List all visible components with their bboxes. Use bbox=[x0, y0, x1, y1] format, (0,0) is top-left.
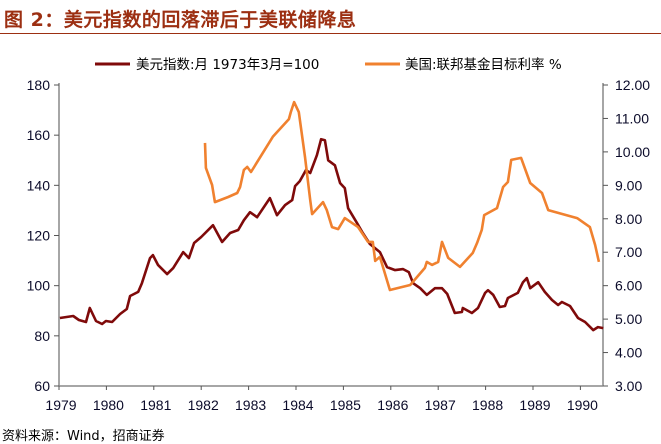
left-tick-label: 100 bbox=[27, 278, 51, 294]
right-tick-label: 12.00 bbox=[615, 77, 650, 93]
left-tick-label: 120 bbox=[27, 228, 51, 244]
right-tick-label: 3.00 bbox=[615, 378, 642, 394]
x-tick-label: 1979 bbox=[45, 397, 76, 413]
right-tick-label: 10.00 bbox=[615, 144, 650, 160]
x-tick-label: 1985 bbox=[330, 397, 361, 413]
title-divider bbox=[0, 33, 661, 34]
right-tick-label: 4.00 bbox=[615, 345, 642, 361]
right-tick-label: 8.00 bbox=[615, 211, 642, 227]
left-tick-label: 160 bbox=[27, 127, 51, 143]
x-tick-label: 1980 bbox=[93, 397, 124, 413]
legend-label-dollar-index: 美元指数:月 1973年3月=100 bbox=[136, 57, 319, 73]
x-tick-label: 1982 bbox=[188, 397, 219, 413]
legend-label-fed-rate: 美国:联邦基金目标利率 % bbox=[405, 56, 562, 73]
source-note: 资料来源：Wind，招商证券 bbox=[2, 429, 165, 444]
x-tick-label: 1986 bbox=[377, 397, 408, 413]
right-tick-label: 5.00 bbox=[615, 311, 642, 327]
x-tick-label: 1984 bbox=[282, 397, 313, 413]
x-tick-label: 1988 bbox=[472, 397, 503, 413]
right-tick-label: 6.00 bbox=[615, 278, 642, 294]
figure-title: 图 2：美元指数的回落滞后于美联储降息 bbox=[4, 9, 357, 31]
x-tick-label: 1983 bbox=[235, 397, 266, 413]
x-tick-label: 1987 bbox=[425, 397, 456, 413]
left-tick-label: 60 bbox=[34, 378, 50, 394]
left-tick-label: 80 bbox=[34, 328, 50, 344]
fed-funds-rate-line bbox=[203, 100, 601, 292]
right-tick-label: 7.00 bbox=[615, 244, 642, 260]
dollar-index-line bbox=[59, 137, 604, 332]
right-tick-label: 9.00 bbox=[615, 177, 642, 193]
x-tick-label: 1981 bbox=[140, 397, 171, 413]
right-tick-label: 11.00 bbox=[615, 110, 649, 126]
x-tick-label: 1990 bbox=[567, 397, 598, 413]
left-tick-label: 180 bbox=[27, 77, 51, 93]
x-tick-label: 1989 bbox=[519, 397, 550, 413]
left-tick-label: 140 bbox=[27, 177, 51, 193]
legend: 美元指数:月 1973年3月=100 美国:联邦基金目标利率 % bbox=[95, 56, 562, 73]
